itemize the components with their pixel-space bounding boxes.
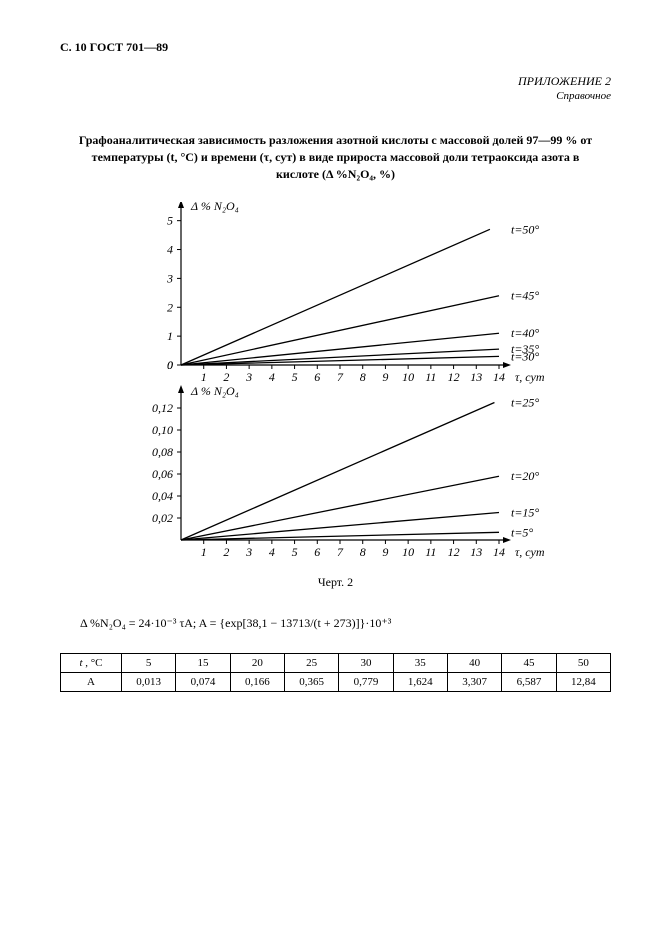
svg-text:12: 12 bbox=[447, 545, 459, 559]
table-header-cell: 30 bbox=[339, 654, 393, 673]
svg-text:τ, сут: τ, сут bbox=[515, 545, 545, 559]
svg-text:13: 13 bbox=[470, 370, 482, 384]
svg-text:5: 5 bbox=[291, 370, 297, 384]
svg-text:5: 5 bbox=[291, 545, 297, 559]
table-cell: 12,84 bbox=[556, 673, 610, 692]
table-header-cell: 40 bbox=[447, 654, 501, 673]
svg-text:t=30°: t=30° bbox=[511, 350, 539, 364]
table-row: t , °С51520253035404550 bbox=[61, 654, 611, 673]
appendix-block: ПРИЛОЖЕНИЕ 2 Справочное bbox=[60, 73, 611, 104]
svg-text:Δ % N₂O₄: Δ % N₂O₄ bbox=[190, 384, 239, 398]
formula: Δ %N₂O₄ = 24·10⁻³ τA; A = {exp[38,1 − 13… bbox=[80, 616, 611, 631]
svg-text:t=50°: t=50° bbox=[511, 223, 539, 237]
table-cell: 3,307 bbox=[447, 673, 501, 692]
table-cell: 6,587 bbox=[502, 673, 556, 692]
svg-text:10: 10 bbox=[402, 545, 414, 559]
svg-text:5: 5 bbox=[167, 214, 173, 228]
charts-svg: 01234501234567891011121314Δ % N₂O₄τ, сут… bbox=[101, 202, 571, 562]
svg-text:2: 2 bbox=[223, 545, 229, 559]
svg-text:11: 11 bbox=[425, 545, 436, 559]
main-title: Графоаналитическая зависимость разложени… bbox=[70, 132, 601, 182]
svg-text:0,08: 0,08 bbox=[152, 445, 173, 459]
svg-text:2: 2 bbox=[167, 301, 173, 315]
svg-text:0,10: 0,10 bbox=[152, 423, 173, 437]
data-table: t , °С51520253035404550 A0,0130,0740,166… bbox=[60, 653, 611, 692]
svg-text:9: 9 bbox=[382, 545, 388, 559]
svg-text:1: 1 bbox=[200, 545, 206, 559]
svg-text:0,04: 0,04 bbox=[152, 489, 173, 503]
table-cell: A bbox=[61, 673, 122, 692]
svg-text:11: 11 bbox=[425, 370, 436, 384]
svg-text:3: 3 bbox=[166, 272, 173, 286]
svg-text:t=45°: t=45° bbox=[511, 289, 539, 303]
svg-text:0,12: 0,12 bbox=[152, 401, 173, 415]
table-header-cell: 35 bbox=[393, 654, 447, 673]
table-cell: 0,013 bbox=[122, 673, 176, 692]
svg-text:t=20°: t=20° bbox=[511, 470, 539, 484]
svg-text:13: 13 bbox=[470, 545, 482, 559]
svg-text:9: 9 bbox=[382, 370, 388, 384]
svg-text:0,02: 0,02 bbox=[152, 511, 173, 525]
svg-text:t=40°: t=40° bbox=[511, 327, 539, 341]
svg-text:1: 1 bbox=[167, 330, 173, 344]
svg-text:14: 14 bbox=[493, 545, 505, 559]
table-header-cell: 20 bbox=[230, 654, 284, 673]
svg-text:4: 4 bbox=[167, 243, 173, 257]
svg-text:7: 7 bbox=[337, 545, 344, 559]
table-cell: 0,074 bbox=[176, 673, 230, 692]
svg-text:3: 3 bbox=[245, 545, 252, 559]
table-header-cell: 5 bbox=[122, 654, 176, 673]
chart-caption: Черт. 2 bbox=[60, 575, 611, 590]
page-header: С. 10 ГОСТ 701—89 bbox=[60, 40, 611, 55]
svg-text:0,06: 0,06 bbox=[152, 467, 173, 481]
svg-text:t=15°: t=15° bbox=[511, 506, 539, 520]
svg-text:2: 2 bbox=[223, 370, 229, 384]
table-cell: 0,166 bbox=[230, 673, 284, 692]
page: С. 10 ГОСТ 701—89 ПРИЛОЖЕНИЕ 2 Справочно… bbox=[0, 0, 661, 936]
svg-text:t=25°: t=25° bbox=[511, 396, 539, 410]
table-header-cell: 25 bbox=[284, 654, 338, 673]
svg-text:12: 12 bbox=[447, 370, 459, 384]
svg-text:6: 6 bbox=[314, 370, 320, 384]
svg-text:10: 10 bbox=[402, 370, 414, 384]
svg-text:4: 4 bbox=[268, 370, 274, 384]
chart-container: 01234501234567891011121314Δ % N₂O₄τ, сут… bbox=[101, 202, 571, 567]
svg-text:7: 7 bbox=[337, 370, 344, 384]
table-header-cell: 45 bbox=[502, 654, 556, 673]
appendix-title: ПРИЛОЖЕНИЕ 2 bbox=[60, 73, 611, 89]
svg-text:4: 4 bbox=[268, 545, 274, 559]
svg-text:8: 8 bbox=[359, 370, 365, 384]
svg-text:3: 3 bbox=[245, 370, 252, 384]
appendix-sub: Справочное bbox=[60, 89, 611, 104]
svg-text:0: 0 bbox=[167, 358, 173, 372]
svg-text:1: 1 bbox=[200, 370, 206, 384]
svg-text:14: 14 bbox=[493, 370, 505, 384]
table-header-cell: 50 bbox=[556, 654, 610, 673]
table-cell: 0,365 bbox=[284, 673, 338, 692]
table-cell: 1,624 bbox=[393, 673, 447, 692]
table-row: A0,0130,0740,1660,3650,7791,6243,3076,58… bbox=[61, 673, 611, 692]
svg-text:t=5°: t=5° bbox=[511, 526, 533, 540]
table-header-cell: t , °С bbox=[61, 654, 122, 673]
svg-text:τ, сут: τ, сут bbox=[515, 370, 545, 384]
table-cell: 0,779 bbox=[339, 673, 393, 692]
svg-text:Δ % N₂O₄: Δ % N₂O₄ bbox=[190, 202, 239, 213]
svg-text:6: 6 bbox=[314, 545, 320, 559]
table-header-cell: 15 bbox=[176, 654, 230, 673]
svg-text:8: 8 bbox=[359, 545, 365, 559]
